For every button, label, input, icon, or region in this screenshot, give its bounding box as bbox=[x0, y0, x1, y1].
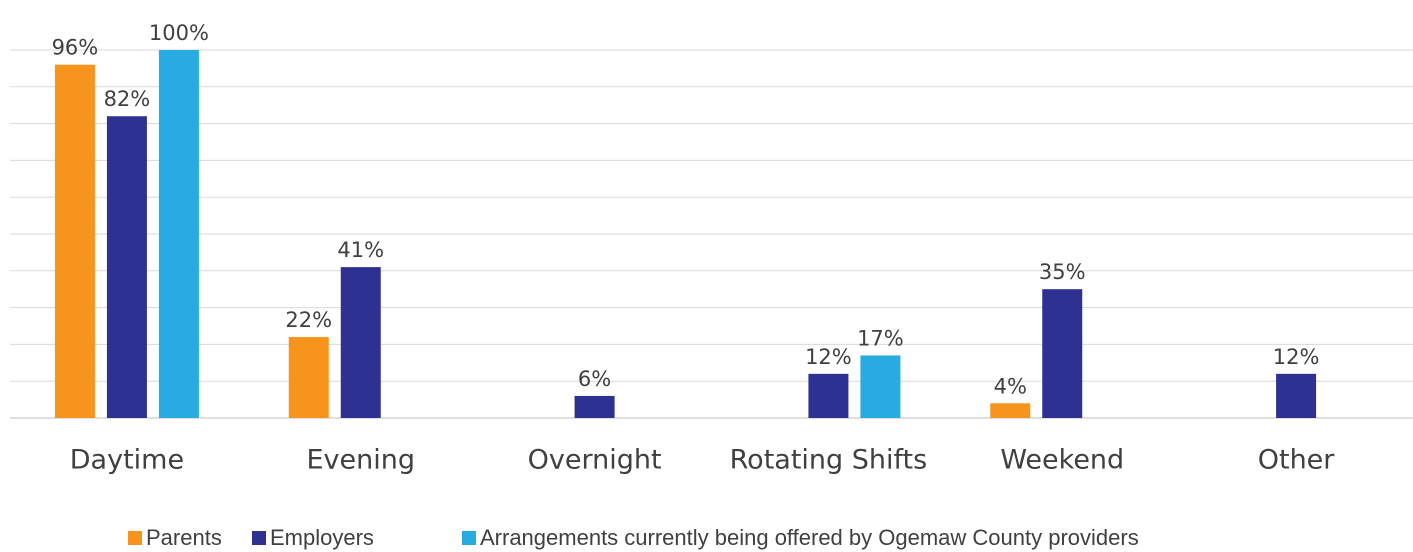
bar bbox=[54, 64, 95, 418]
x-tick-label: Daytime bbox=[70, 445, 184, 476]
bar bbox=[1276, 373, 1317, 418]
legend-label: Employers bbox=[270, 525, 374, 550]
data-label: 100% bbox=[149, 21, 209, 45]
x-tick-label: Rotating Shifts bbox=[730, 445, 928, 476]
data-label: 6% bbox=[578, 367, 611, 391]
data-label: 22% bbox=[285, 308, 332, 332]
legend-label: Arrangements currently being offered by … bbox=[480, 525, 1139, 550]
x-tick-label: Weekend bbox=[1000, 445, 1124, 476]
x-tick-label: Other bbox=[1258, 445, 1336, 476]
legend-swatch bbox=[128, 531, 142, 545]
bar bbox=[340, 267, 381, 418]
data-label: 82% bbox=[104, 87, 151, 111]
legend-label: Parents bbox=[146, 525, 222, 550]
data-label: 12% bbox=[1273, 345, 1320, 369]
bar bbox=[158, 50, 199, 418]
data-label: 4% bbox=[994, 374, 1027, 398]
data-label: 17% bbox=[857, 326, 904, 350]
x-tick-label: Evening bbox=[306, 445, 415, 476]
bar bbox=[106, 116, 147, 419]
legend-swatch bbox=[462, 531, 476, 545]
data-label: 96% bbox=[52, 36, 99, 60]
bar bbox=[288, 337, 329, 418]
data-label: 12% bbox=[805, 345, 852, 369]
bar bbox=[990, 403, 1031, 418]
bar bbox=[860, 355, 901, 418]
data-label: 35% bbox=[1039, 260, 1086, 284]
data-label: 41% bbox=[337, 238, 384, 262]
x-tick-label: Overnight bbox=[528, 445, 662, 476]
bar bbox=[808, 373, 849, 418]
bar bbox=[574, 395, 615, 418]
legend-swatch bbox=[252, 531, 266, 545]
bar bbox=[1042, 289, 1083, 418]
